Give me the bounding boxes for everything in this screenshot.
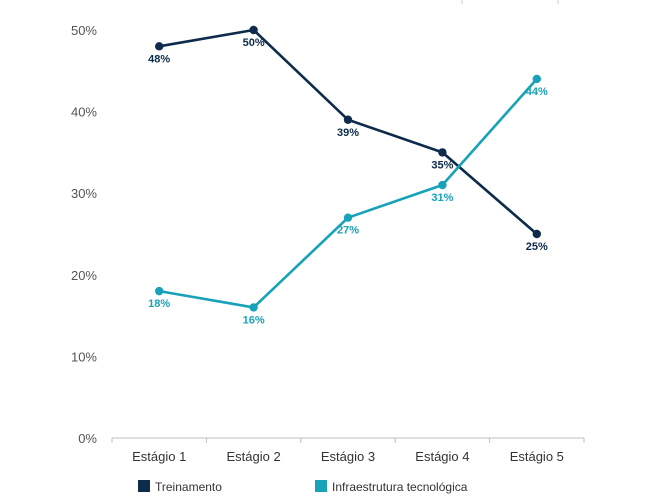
data-label: 48% — [148, 53, 170, 65]
y-tick-label: 0% — [78, 431, 97, 446]
data-point — [249, 303, 258, 312]
x-tick-label: Estágio 2 — [226, 449, 280, 464]
data-point — [155, 42, 164, 51]
y-tick-label: 40% — [71, 105, 97, 120]
y-tick-label: 50% — [71, 23, 97, 38]
data-point — [438, 148, 447, 157]
x-tick-label: Estágio 4 — [415, 449, 469, 464]
y-tick-label: 30% — [71, 186, 97, 201]
data-point — [532, 229, 541, 239]
data-label: 25% — [526, 241, 548, 253]
data-label: 16% — [243, 314, 265, 326]
legend: Treinamento Infraestrutura tecnológica — [138, 480, 468, 494]
y-tick-label: 20% — [71, 268, 97, 283]
y-axis: 0% 10% 20% 30% 40% 50% — [71, 23, 97, 446]
data-label: 31% — [431, 192, 453, 204]
data-point — [155, 286, 164, 296]
legend-swatch — [315, 480, 327, 492]
data-point — [532, 74, 541, 84]
data-point — [249, 25, 258, 35]
data-label: 35% — [431, 159, 453, 171]
series-layer: 48% 50% 39% 35% 25% 18% 16% 27% 31% 44% — [148, 25, 548, 326]
series-line-2 — [158, 78, 538, 309]
data-label: 44% — [526, 86, 548, 98]
x-tick-label: Estágio 1 — [132, 449, 186, 464]
data-point — [343, 115, 353, 124]
data-point — [438, 180, 447, 190]
legend-swatch — [138, 480, 150, 492]
data-label: 18% — [148, 298, 170, 310]
y-tick-label: 10% — [71, 349, 97, 364]
data-label: 50% — [243, 37, 265, 49]
data-label: 27% — [337, 225, 359, 237]
data-label: 39% — [337, 127, 359, 139]
x-tick-label: Estágio 5 — [510, 449, 564, 464]
x-tick-label: Estágio 3 — [321, 449, 375, 464]
data-point — [343, 213, 353, 222]
x-axis: Estágio 1 Estágio 2 Estágio 3 Estágio 4 Está… — [111, 438, 585, 464]
legend-label: Treinamento — [155, 480, 222, 494]
legend-label: Infraestrutura tecnológica — [332, 480, 468, 494]
